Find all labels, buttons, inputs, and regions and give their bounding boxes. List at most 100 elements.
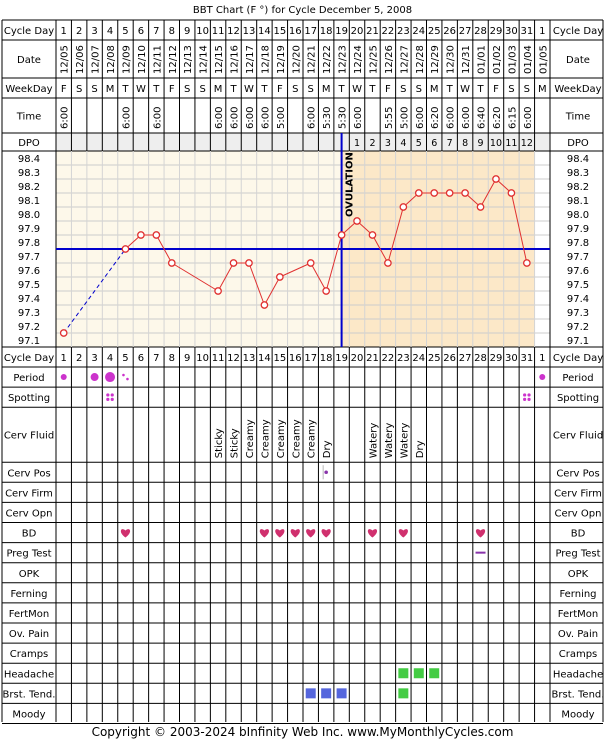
y-tick-label-left: 97.1 — [18, 336, 40, 347]
symptom-label-right: Spotting — [557, 393, 599, 404]
cerv-fluid-text: Watery — [368, 423, 379, 459]
cycle_day-cell-bottom: 18 — [320, 353, 333, 364]
spotting-dot — [106, 397, 110, 401]
cycle_day-cell-bottom: 6 — [138, 353, 144, 364]
cerv-fluid-text: Creamy — [276, 419, 287, 458]
y-tick-label-left: 97.5 — [18, 280, 40, 291]
weekday-cell: T — [446, 84, 454, 95]
time-cell: 6:00 — [121, 107, 132, 129]
weekday-cell: T — [338, 84, 346, 95]
period-dot — [105, 372, 116, 383]
y-tick-label-left: 97.2 — [18, 322, 40, 333]
cycle_day-cell: 28 — [474, 26, 487, 37]
spotting-dot — [527, 393, 531, 397]
time-cell: 6:00 — [415, 107, 426, 129]
cycle_day-cell: 4 — [107, 26, 113, 37]
cycle_day-cell-bottom: 27 — [459, 353, 472, 364]
cycle_day-cell-bottom: 8 — [169, 353, 175, 364]
date-cell: 12/17 — [245, 45, 256, 74]
date-cell: 12/30 — [446, 45, 457, 74]
cycle_day-cell: 20 — [351, 26, 364, 37]
dpo-cell: 4 — [400, 138, 406, 149]
date-cell: 12/12 — [168, 45, 179, 74]
date-cell: 12/26 — [384, 45, 395, 74]
temp-point — [59, 329, 68, 337]
cerv-pos-dot — [324, 470, 328, 475]
cycle_day-cell: 21 — [366, 26, 379, 37]
y-tick-label-left: 98.3 — [18, 168, 40, 179]
date-cell: 12/19 — [276, 45, 287, 74]
weekday-cell: F — [277, 84, 283, 95]
spotting-dot — [110, 397, 114, 401]
temp-point — [368, 231, 377, 239]
temp-segment — [155, 234, 173, 264]
weekday-cell: T — [368, 84, 376, 95]
cycle_day-cell-bottom: 17 — [304, 353, 317, 364]
time-cell: 6:00 — [60, 107, 71, 129]
weekday-cell: S — [76, 84, 82, 95]
time-cell: 6:00 — [523, 107, 534, 129]
time-cell: 6:00 — [446, 107, 457, 129]
cerv-fluid-text: Creamy — [245, 419, 256, 458]
temp-point — [384, 259, 392, 267]
weekday-cell: S — [308, 84, 314, 95]
cycle_day-label-left: Cycle Day — [4, 26, 54, 37]
cerv-fluid-text: Watery — [399, 423, 410, 459]
cycle_day-cell: 13 — [243, 26, 256, 37]
spotting-dot — [110, 393, 114, 397]
symptom-square-green — [413, 668, 424, 679]
symptom-label-right: Cramps — [559, 649, 598, 660]
y-tick-label-right: 97.8 — [567, 238, 589, 249]
symptom-square-blue — [336, 688, 347, 699]
spotting-dot — [527, 397, 531, 401]
temp-segment — [310, 262, 327, 292]
temp-point — [492, 175, 500, 183]
y-tick-label-right: 97.4 — [567, 294, 589, 305]
temp-segment — [510, 192, 528, 264]
period-dot — [122, 373, 125, 377]
temp-segment — [480, 178, 497, 208]
symptom-label-left: BD — [22, 529, 37, 540]
symptom-label-left: Cerv Firm — [5, 488, 53, 499]
cycle_day-label-left-bottom: Cycle Day — [4, 353, 54, 364]
spotting-dot — [523, 397, 527, 401]
cycle_day-cell: 31 — [520, 26, 533, 37]
y-tick-label-right: 98.2 — [567, 182, 589, 193]
cycle_day-cell: 15 — [273, 26, 286, 37]
spotting-dot — [106, 393, 110, 397]
cycle_day-cell-bottom: 14 — [258, 353, 271, 364]
temp-segment — [372, 234, 389, 264]
date-label-right: Date — [566, 55, 590, 66]
cycle_day-cell: 16 — [289, 26, 302, 37]
temp-segment — [63, 248, 126, 334]
cycle_day-cell-bottom: 22 — [382, 353, 395, 364]
dpo-cell: 1 — [354, 138, 360, 149]
weekday-cell: S — [91, 84, 97, 95]
cerv-fluid-text: Sticky — [214, 428, 225, 458]
temp-point — [430, 189, 439, 197]
symptom-label-right: Cerv Fluid — [553, 431, 603, 442]
y-tick-label-left: 98.0 — [18, 210, 40, 221]
cycle_day-cell-bottom: 30 — [505, 353, 518, 364]
weekday-cell: S — [184, 84, 190, 95]
temp-point — [260, 301, 269, 309]
date-cell: 12/23 — [338, 45, 349, 74]
weekday-cell: F — [385, 84, 391, 95]
cycle_day-cell-bottom: 28 — [474, 353, 487, 364]
cycle_day-cell: 18 — [320, 26, 333, 37]
weekday-cell: M — [214, 84, 223, 95]
cycle_day-cell-bottom: 24 — [412, 353, 425, 364]
symptom-label-right: Ferning — [559, 589, 596, 600]
cerv-fluid-text: Watery — [384, 423, 395, 459]
weekday-cell: M — [430, 84, 439, 95]
y-tick-label-right: 98.0 — [567, 210, 589, 221]
y-tick-label-right: 98.1 — [567, 196, 589, 207]
cycle_day-cell: 2 — [76, 26, 82, 37]
symptom-label-left: Period — [13, 373, 44, 384]
time-cell: 6:15 — [507, 107, 518, 129]
date-cell: 12/15 — [214, 45, 225, 74]
symptom-label-left: Brst. Tend. — [3, 689, 56, 700]
cycle_day-cell-bottom: 7 — [153, 353, 159, 364]
weekday-cell: T — [152, 84, 160, 95]
